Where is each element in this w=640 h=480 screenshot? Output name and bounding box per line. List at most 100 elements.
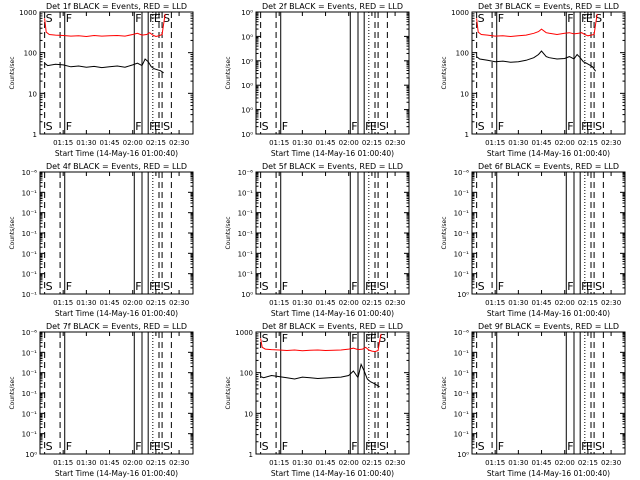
x-tick-label: 01:30 xyxy=(76,459,96,467)
event-marker-label: S xyxy=(595,440,602,453)
y-tick-label: 10⁻¹ xyxy=(238,189,254,197)
x-tick-label: 02:30 xyxy=(169,459,189,467)
x-tick-label: 01:45 xyxy=(99,299,119,307)
x-tick-label: 02:00 xyxy=(555,299,575,307)
event-marker-label: F xyxy=(351,120,357,133)
event-marker-label: E xyxy=(586,120,593,133)
x-tick-label: 01:45 xyxy=(99,139,119,147)
x-tick-label: 01:30 xyxy=(292,299,312,307)
y-tick-label: 1000 xyxy=(235,329,253,337)
series-line-0 xyxy=(44,13,166,38)
detector-panel-6: Det 6f BLACK = Events, RED = LLD Start Ti… xyxy=(441,162,626,318)
y-tick-label: 10 xyxy=(460,90,469,98)
event-marker-label: S xyxy=(262,120,269,133)
x-tick-label: 02:30 xyxy=(169,139,189,147)
y-tick-label: 10⁻¹ xyxy=(22,250,38,258)
event-marker-label: F xyxy=(282,440,288,453)
event-marker-label: S xyxy=(595,120,602,133)
event-marker-label: S xyxy=(46,280,53,293)
y-tick-label: 10⁻¹ xyxy=(454,370,470,378)
event-marker-label: S xyxy=(478,280,485,293)
panel-title: Det 1f BLACK = Events, RED = LLD xyxy=(46,2,187,11)
x-axis-label: Start Time (14-May-16 01:00:40) xyxy=(487,309,610,318)
series-line-1 xyxy=(260,362,380,388)
y-tick-label: 10 xyxy=(28,90,37,98)
y-tick-label: 10⁻¹ xyxy=(22,390,38,398)
x-tick-label: 02:15 xyxy=(362,459,382,467)
panel-title: Det 7f BLACK = Events, RED = LLD xyxy=(46,322,187,331)
x-tick-label: 02:00 xyxy=(555,459,575,467)
y-tick-label: 10⁰ xyxy=(241,33,253,41)
event-marker-label: F xyxy=(66,280,72,293)
event-marker-label: F xyxy=(567,280,573,293)
x-tick-label: 01:15 xyxy=(485,459,505,467)
x-tick-label: 02:00 xyxy=(555,139,575,147)
x-tick-label: 01:15 xyxy=(269,299,289,307)
x-tick-label: 02:15 xyxy=(578,299,598,307)
x-axis-label: Start Time (14-May-16 01:00:40) xyxy=(271,309,394,318)
y-tick-label: 10⁻¹ xyxy=(454,390,470,398)
panel-title: Det 2f BLACK = Events, RED = LLD xyxy=(262,2,403,11)
y-tick-label: 10⁻¹ xyxy=(454,189,470,197)
event-marker-label: S xyxy=(46,440,53,453)
detector-panel-3: Det 3f BLACK = Events, RED = LLD Start Ti… xyxy=(441,2,626,158)
event-marker-label: S xyxy=(478,440,485,453)
event-marker-label-top: F xyxy=(135,12,141,25)
event-marker-label: S xyxy=(379,280,386,293)
x-tick-label: 02:30 xyxy=(385,139,405,147)
event-marker-label: F xyxy=(498,280,504,293)
y-tick-label: 1000 xyxy=(451,9,469,17)
x-tick-label: 01:45 xyxy=(315,459,335,467)
y-tick-label: 10⁻¹ xyxy=(454,431,470,439)
x-tick-label: 01:15 xyxy=(269,139,289,147)
y-tick-label: 10⁰ xyxy=(241,131,253,139)
y-tick-label: 10⁻¹ xyxy=(22,370,38,378)
y-tick-label: 10⁻⁶ xyxy=(454,169,470,177)
y-tick-label: 10⁻¹ xyxy=(454,250,470,258)
series-line-1 xyxy=(44,58,164,74)
plot-frame xyxy=(39,11,194,135)
x-tick-label: 01:45 xyxy=(315,299,335,307)
x-tick-label: 02:15 xyxy=(146,299,166,307)
y-tick-label: 1 xyxy=(465,131,469,139)
y-tick-label: 10⁻⁶ xyxy=(22,169,38,177)
y-tick-label: 10⁻¹ xyxy=(22,431,38,439)
y-axis-label: Counts/sec xyxy=(441,56,448,89)
y-tick-label: 10⁻¹ xyxy=(238,271,254,279)
y-tick-label: 10⁰ xyxy=(241,107,253,115)
panel-title: Det 9f BLACK = Events, RED = LLD xyxy=(478,322,619,331)
y-tick-label: 10⁻¹ xyxy=(22,230,38,238)
plot-frame xyxy=(471,171,626,295)
x-tick-label: 02:30 xyxy=(601,459,621,467)
x-tick-label: 01:45 xyxy=(531,139,551,147)
x-tick-label: 01:30 xyxy=(508,299,528,307)
x-tick-label: 01:45 xyxy=(531,299,551,307)
plot-frame xyxy=(39,331,194,455)
x-tick-label: 02:15 xyxy=(578,459,598,467)
y-axis-label: Counts/sec xyxy=(441,376,448,409)
event-marker-label: F xyxy=(66,120,72,133)
detector-panel-1: Det 1f BLACK = Events, RED = LLD Start Ti… xyxy=(9,2,194,158)
y-axis-label: Counts/sec xyxy=(225,56,232,89)
event-marker-label: S xyxy=(163,280,170,293)
event-marker-label-top: S xyxy=(379,332,386,345)
y-tick-label: 10⁻¹ xyxy=(454,271,470,279)
detector-panel-4: Det 4f BLACK = Events, RED = LLD Start Ti… xyxy=(9,162,194,318)
event-marker-label: E xyxy=(154,440,161,453)
x-tick-label: 02:30 xyxy=(169,299,189,307)
y-axis-label: Counts/sec xyxy=(9,376,16,409)
series-line-0 xyxy=(476,13,598,38)
y-tick-label: 10⁻¹ xyxy=(238,230,254,238)
event-marker-label: S xyxy=(163,440,170,453)
event-marker-label: S xyxy=(595,280,602,293)
event-marker-label: F xyxy=(282,120,288,133)
x-tick-label: 01:30 xyxy=(292,459,312,467)
plot-frame xyxy=(471,11,626,135)
y-axis-label: Counts/sec xyxy=(9,56,16,89)
event-marker-label-top: E xyxy=(154,12,161,25)
event-marker-label: F xyxy=(135,120,141,133)
event-marker-label: S xyxy=(478,120,485,133)
y-tick-label: 10⁻⁶ xyxy=(454,329,470,337)
event-marker-label: E xyxy=(370,120,377,133)
